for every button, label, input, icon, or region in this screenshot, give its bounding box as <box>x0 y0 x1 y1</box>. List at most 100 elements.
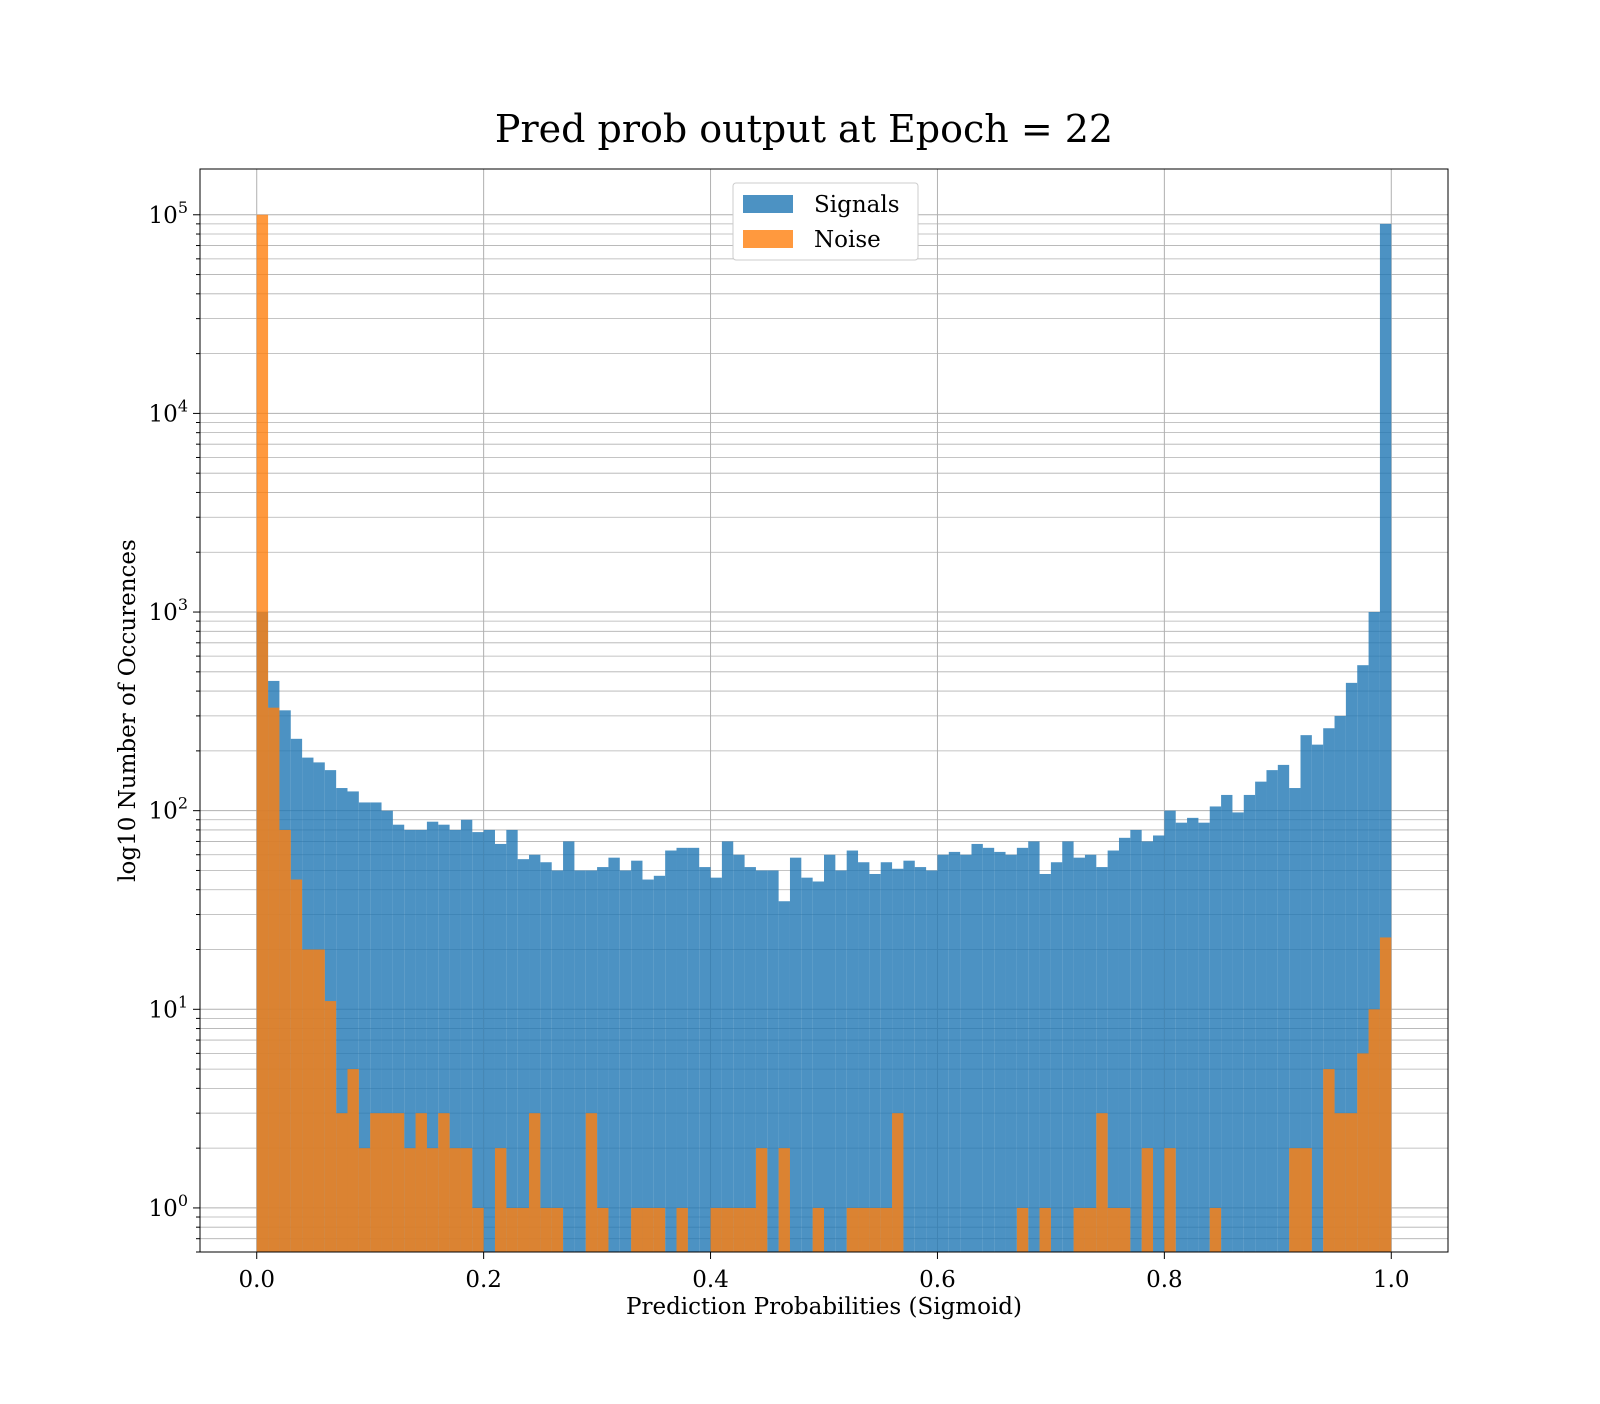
bar-signals <box>687 847 700 1252</box>
bar-signals <box>563 841 575 1252</box>
y-tick-label: 103 <box>149 595 188 626</box>
bar-noise <box>642 1207 654 1252</box>
x-tick-label: 1.0 <box>1373 1267 1410 1293</box>
bar-signals <box>551 870 564 1252</box>
bar-signals <box>381 810 393 1252</box>
bar-signals <box>1368 612 1380 1252</box>
bar-noise <box>880 1207 893 1252</box>
bar-noise <box>506 1207 518 1252</box>
y-tick-label: 105 <box>149 198 188 229</box>
bar-signals <box>1311 744 1324 1252</box>
x-tick-label: 0.6 <box>919 1267 956 1293</box>
bar-signals <box>529 854 541 1252</box>
bar-noise <box>392 1113 405 1252</box>
bar-signals <box>835 870 847 1252</box>
bar-noise <box>381 1113 393 1252</box>
bar-signals <box>1141 841 1154 1252</box>
bar-noise <box>517 1207 530 1252</box>
bar-noise <box>631 1207 643 1252</box>
bar-signals <box>1084 854 1097 1252</box>
bar-noise <box>778 1148 790 1252</box>
bar-signals <box>880 862 893 1252</box>
bar-signals <box>812 881 824 1252</box>
bar-noise <box>438 1113 450 1252</box>
histogram-bars <box>256 214 1392 1252</box>
bar-signals <box>347 791 359 1252</box>
bar-noise <box>676 1207 688 1252</box>
bar-signals <box>404 829 416 1252</box>
axis-ticks: 0.0 0.2 0.4 0.6 0.8 1.0 100 101 102 103 104 105 <box>149 198 1410 1293</box>
bar-signals <box>1016 847 1029 1252</box>
bar-signals <box>676 847 688 1252</box>
bar-signals <box>494 843 507 1252</box>
bar-signals <box>619 870 632 1252</box>
bar-noise <box>1084 1207 1097 1252</box>
bar-noise <box>1039 1207 1051 1252</box>
legend-swatch-signals <box>743 195 793 213</box>
bar-signals <box>653 875 666 1252</box>
bar-signals <box>1277 764 1290 1252</box>
bar-noise <box>336 1113 348 1252</box>
bar-signals <box>540 862 552 1252</box>
bar-signals <box>1062 841 1074 1252</box>
bar-noise <box>404 1148 416 1252</box>
bar-noise <box>324 1001 337 1252</box>
bar-signals <box>608 857 620 1252</box>
bar-signals <box>1221 794 1233 1252</box>
bar-signals <box>597 867 609 1252</box>
bar-signals <box>1232 812 1244 1252</box>
x-tick-label: 0.8 <box>1146 1267 1183 1293</box>
bar-signals <box>472 832 484 1252</box>
bar-noise <box>597 1207 609 1252</box>
bar-signals <box>358 802 371 1252</box>
bar-noise <box>1073 1207 1085 1252</box>
x-tick-label: 0.2 <box>465 1267 502 1293</box>
y-tick-label: 102 <box>149 794 188 825</box>
bar-noise <box>540 1207 552 1252</box>
bar-signals <box>1073 857 1085 1252</box>
bar-noise <box>268 707 280 1252</box>
bar-signals <box>1323 728 1335 1252</box>
bar-signals <box>926 870 938 1252</box>
bar-signals <box>778 901 790 1252</box>
bar-noise <box>449 1148 461 1252</box>
bar-signals <box>1255 781 1267 1252</box>
legend-label-signals: Signals <box>814 192 900 218</box>
bar-signals <box>449 829 461 1252</box>
bar-signals <box>1289 788 1301 1252</box>
legend-swatch-noise <box>743 230 793 248</box>
bar-noise <box>653 1207 666 1252</box>
bar-noise <box>892 1113 904 1252</box>
bar-signals <box>370 802 382 1252</box>
bar-signals <box>665 850 677 1252</box>
bar-signals <box>733 854 745 1252</box>
bar-signals <box>1130 829 1142 1252</box>
bar-noise <box>846 1207 859 1252</box>
bar-signals <box>1005 854 1017 1252</box>
bar-signals <box>948 851 961 1252</box>
x-tick-label: 0.4 <box>692 1267 729 1293</box>
bar-noise <box>744 1207 756 1252</box>
legend-label-noise: Noise <box>814 227 881 253</box>
bar-noise <box>256 214 269 1252</box>
bar-signals <box>336 788 348 1252</box>
bar-noise <box>1141 1148 1154 1252</box>
bar-signals <box>642 879 654 1252</box>
bar-noise <box>347 1069 359 1252</box>
bar-signals <box>506 829 518 1252</box>
bar-signals <box>892 868 904 1252</box>
bar-signals <box>755 870 768 1252</box>
bar-signals <box>994 851 1006 1252</box>
bar-signals <box>982 847 995 1252</box>
bar-signals <box>1209 806 1222 1252</box>
bar-signals <box>483 829 495 1252</box>
bar-noise <box>1096 1113 1108 1252</box>
x-axis-label: Prediction Probabilities (Sigmoid) <box>626 1294 1022 1320</box>
bar-noise <box>858 1207 870 1252</box>
legend: Signals Noise <box>732 182 919 261</box>
bar-signals <box>699 867 711 1252</box>
bar-noise <box>302 949 314 1252</box>
y-tick-label: 104 <box>149 396 188 427</box>
bar-signals <box>460 819 473 1252</box>
